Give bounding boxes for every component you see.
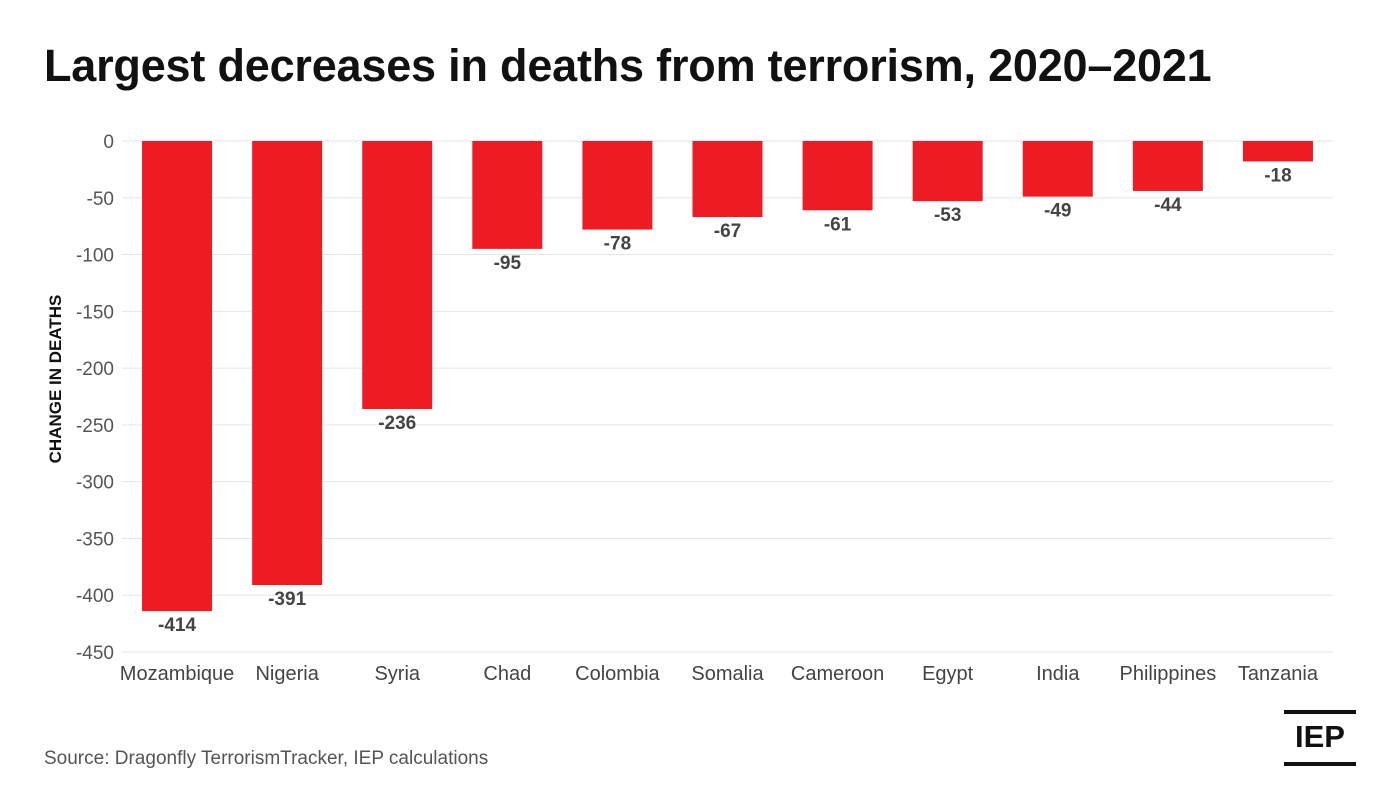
data-label: -236 xyxy=(378,413,416,434)
x-tick-label: Cameroon xyxy=(791,663,884,685)
bar-mozambique xyxy=(142,141,213,612)
bar-somalia xyxy=(692,141,763,218)
y-tick-label: -400 xyxy=(76,586,114,607)
y-tick-label: -200 xyxy=(76,359,114,380)
iep-logo: IEP xyxy=(1284,710,1356,766)
data-label: -44 xyxy=(1154,195,1182,216)
logo-bottom-bar xyxy=(1284,762,1356,766)
bar-tanzania xyxy=(1242,141,1313,162)
x-tick-label: Somalia xyxy=(691,663,764,685)
y-axis-ticks: 0 -50 -100 -150 -200 -250 -300 -350 -400 -450 xyxy=(76,132,114,664)
bar-cameroon xyxy=(802,141,873,211)
bar-egypt xyxy=(912,141,983,202)
data-label: -414 xyxy=(158,615,196,636)
x-tick-label: Tanzania xyxy=(1238,663,1319,685)
y-tick-label: -250 xyxy=(76,416,114,437)
x-tick-label: Mozambique xyxy=(120,663,235,685)
bar-philippines xyxy=(1132,141,1203,191)
x-tick-label: Egypt xyxy=(922,663,974,685)
bar-colombia xyxy=(582,141,653,230)
data-label: -95 xyxy=(494,253,522,274)
y-tick-label: -450 xyxy=(76,643,114,664)
data-label: -18 xyxy=(1264,165,1291,186)
bar-india xyxy=(1022,141,1093,197)
logo-top-bar xyxy=(1284,710,1356,714)
data-label: -53 xyxy=(934,205,961,226)
x-tick-label: Nigeria xyxy=(255,663,319,685)
logo-text: IEP xyxy=(1295,719,1345,754)
bar-chad xyxy=(472,141,543,249)
y-tick-label: -100 xyxy=(76,246,114,267)
data-label: -78 xyxy=(604,234,631,255)
bars xyxy=(142,141,1313,612)
y-tick-label: -50 xyxy=(87,189,114,210)
y-tick-label: -300 xyxy=(76,473,114,494)
x-tick-label: Colombia xyxy=(575,663,660,685)
x-tick-label: India xyxy=(1036,663,1080,685)
x-tick-label: Syria xyxy=(374,663,420,685)
bar-nigeria xyxy=(252,141,323,586)
data-label: -67 xyxy=(714,221,741,242)
data-label: -61 xyxy=(824,214,852,235)
y-tick-label: -350 xyxy=(76,529,114,550)
chart-title: Largest decreases in deaths from terrori… xyxy=(44,40,1212,91)
data-label: -391 xyxy=(268,589,306,610)
x-tick-label: Chad xyxy=(483,663,531,685)
y-tick-label: 0 xyxy=(103,132,114,153)
data-label: -49 xyxy=(1044,201,1071,222)
x-axis-ticks: Mozambique Nigeria Syria Chad Colombia Somali… xyxy=(120,663,1319,685)
source-note: Source: Dragonfly TerrorismTracker, IEP … xyxy=(44,748,489,769)
y-axis-label: CHANGE IN DEATHS xyxy=(46,294,65,464)
data-labels: -414 -391 -236 -95 -78 -67 -61 -53 -49 -44 -18 xyxy=(158,165,1292,636)
x-tick-label: Philippines xyxy=(1119,663,1216,685)
bar-syria xyxy=(362,141,433,409)
y-tick-label: -150 xyxy=(76,302,114,323)
